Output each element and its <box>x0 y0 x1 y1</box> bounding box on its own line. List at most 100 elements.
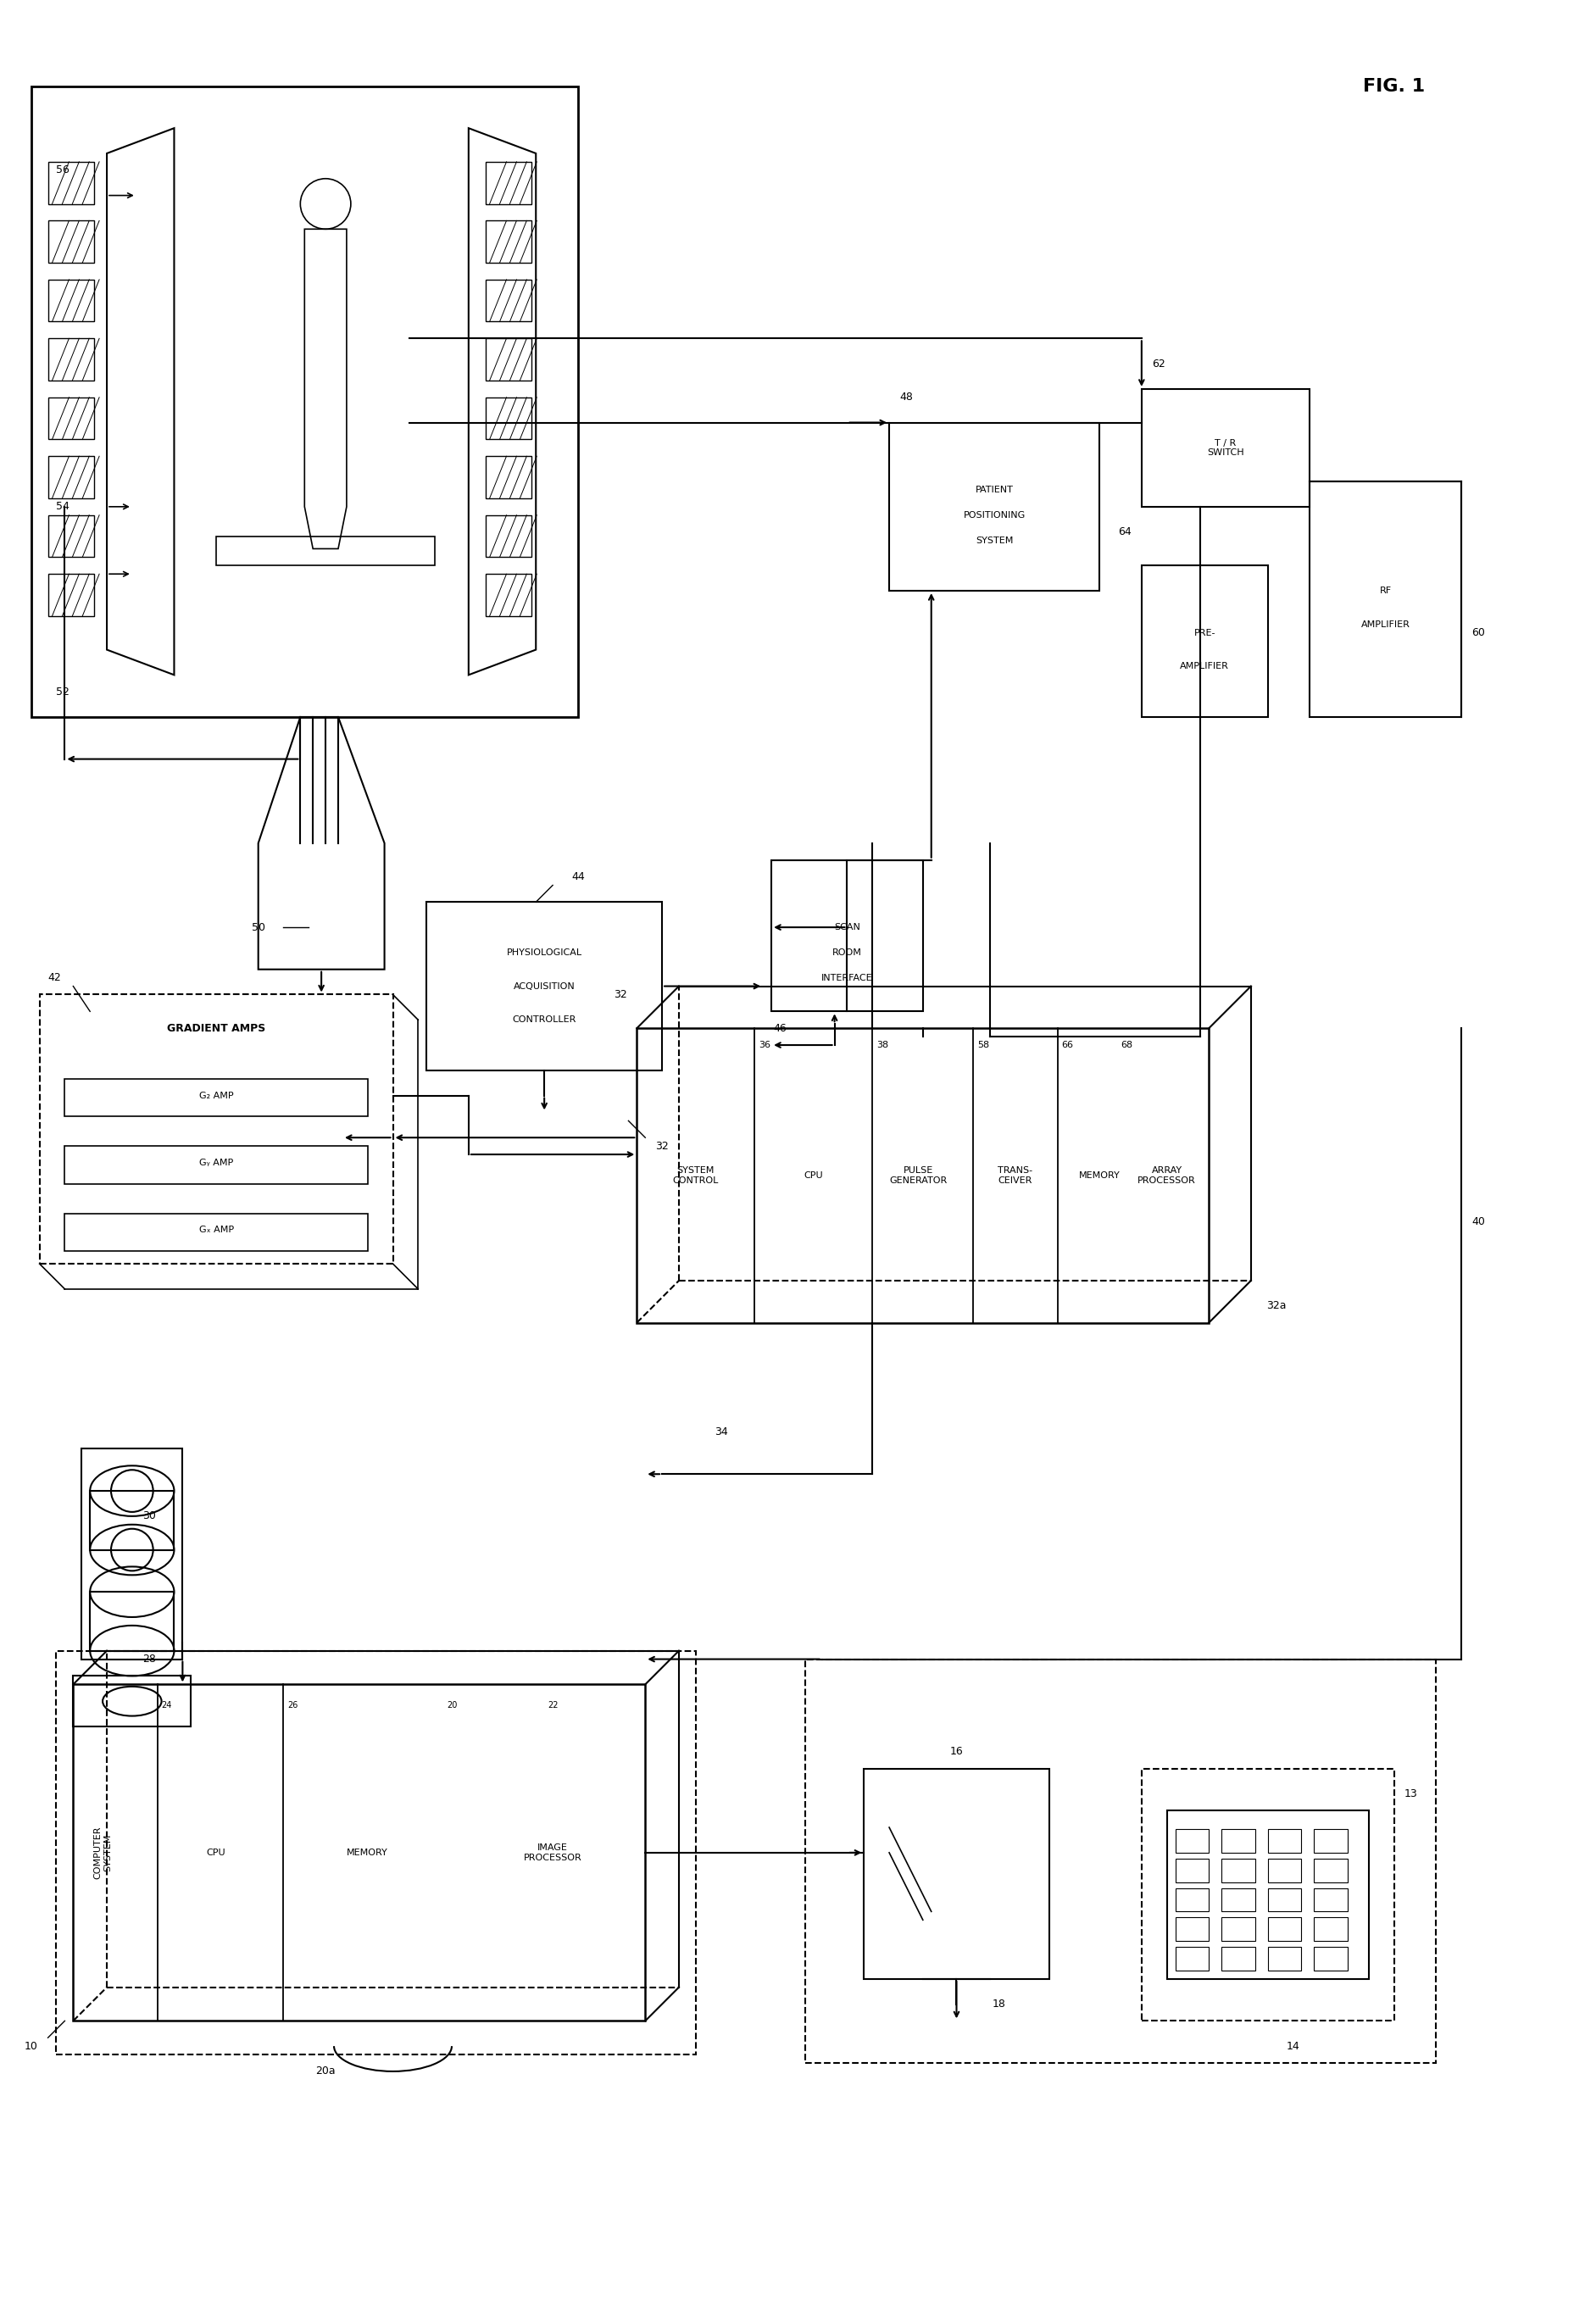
Bar <box>47 221 94 263</box>
Bar <box>771 860 922 1011</box>
Text: 13: 13 <box>1404 1787 1417 1799</box>
Bar <box>804 1659 1435 2064</box>
Bar <box>47 456 94 497</box>
Text: 54: 54 <box>57 502 69 511</box>
Text: INTERFACE: INTERFACE <box>822 974 872 983</box>
Bar <box>1174 1859 1209 1882</box>
Text: IMAGE
PROCESSOR: IMAGE PROCESSOR <box>523 1843 581 1862</box>
Text: 20a: 20a <box>315 2066 335 2078</box>
Text: PRE-: PRE- <box>1193 627 1215 637</box>
Text: 32: 32 <box>655 1141 669 1150</box>
Bar <box>1310 481 1461 718</box>
Bar <box>72 1685 645 2022</box>
Text: 26: 26 <box>288 1701 297 1710</box>
Text: 68: 68 <box>1121 1041 1132 1050</box>
Text: 40: 40 <box>1470 1215 1484 1227</box>
Bar <box>90 1592 175 1650</box>
Bar <box>485 339 532 381</box>
Bar <box>47 397 94 439</box>
Bar <box>47 516 94 558</box>
Bar <box>1174 1948 1209 1971</box>
Bar <box>72 1676 190 1727</box>
Bar <box>1221 1948 1254 1971</box>
Bar <box>65 1213 367 1250</box>
Bar <box>39 995 392 1264</box>
Text: PHYSIOLOGICAL: PHYSIOLOGICAL <box>507 948 582 957</box>
Bar <box>485 456 532 497</box>
Bar <box>1267 1859 1300 1882</box>
Text: AMPLIFIER: AMPLIFIER <box>1179 662 1229 672</box>
Bar <box>1267 1917 1300 1941</box>
Text: AMPLIFIER: AMPLIFIER <box>1360 621 1409 630</box>
Text: CPU: CPU <box>803 1171 823 1181</box>
Bar <box>57 1650 696 2054</box>
Bar <box>485 221 532 263</box>
Bar <box>1141 388 1310 507</box>
Bar <box>47 279 94 321</box>
Text: 32: 32 <box>612 990 626 999</box>
Bar <box>47 574 94 616</box>
Bar <box>1267 1948 1300 1971</box>
Text: 14: 14 <box>1286 2040 1299 2052</box>
Bar <box>65 1078 367 1116</box>
Text: 36: 36 <box>759 1041 770 1050</box>
Text: 66: 66 <box>1061 1041 1073 1050</box>
Bar <box>1313 1859 1347 1882</box>
Text: Gₓ AMP: Gₓ AMP <box>198 1225 233 1234</box>
Text: 42: 42 <box>47 971 61 983</box>
Bar <box>1141 565 1267 718</box>
Bar <box>1221 1887 1254 1913</box>
Text: 64: 64 <box>1118 528 1130 537</box>
Bar <box>1313 1887 1347 1913</box>
Text: RF: RF <box>1379 586 1391 595</box>
Text: T / R
SWITCH: T / R SWITCH <box>1207 439 1243 458</box>
Bar <box>47 163 94 205</box>
Text: SYSTEM
CONTROL: SYSTEM CONTROL <box>672 1167 718 1185</box>
Text: 46: 46 <box>773 1023 785 1034</box>
Bar <box>427 902 661 1071</box>
Bar <box>1174 1887 1209 1913</box>
Text: 10: 10 <box>24 2040 38 2052</box>
Text: MEMORY: MEMORY <box>1078 1171 1119 1181</box>
Bar <box>1174 1829 1209 1852</box>
Text: 16: 16 <box>949 1745 963 1757</box>
Bar <box>216 537 434 565</box>
Bar <box>1141 1769 1393 2022</box>
Bar <box>485 397 532 439</box>
Bar <box>1221 1859 1254 1882</box>
Bar <box>485 163 532 205</box>
Text: ROOM: ROOM <box>833 948 861 957</box>
Text: SYSTEM: SYSTEM <box>974 537 1012 544</box>
Bar <box>485 574 532 616</box>
Text: FIG. 1: FIG. 1 <box>1362 77 1424 95</box>
Bar <box>1313 1917 1347 1941</box>
Text: 44: 44 <box>571 872 584 883</box>
Text: CPU: CPU <box>206 1848 225 1857</box>
Bar <box>1221 1829 1254 1852</box>
Bar <box>1267 1887 1300 1913</box>
Bar <box>636 1027 1209 1322</box>
Text: SCAN: SCAN <box>834 923 859 932</box>
Bar <box>485 279 532 321</box>
Text: 60: 60 <box>1470 627 1484 639</box>
Text: GRADIENT AMPS: GRADIENT AMPS <box>167 1023 266 1034</box>
Text: 18: 18 <box>992 1999 1004 2010</box>
Text: G₂ AMP: G₂ AMP <box>198 1092 233 1099</box>
Bar <box>1166 1810 1368 1978</box>
Bar <box>82 1448 183 1659</box>
Text: 62: 62 <box>1151 358 1165 370</box>
Bar <box>1221 1917 1254 1941</box>
Text: MEMORY: MEMORY <box>346 1848 389 1857</box>
Text: PULSE
GENERATOR: PULSE GENERATOR <box>889 1167 948 1185</box>
Bar <box>65 1146 367 1183</box>
Text: 48: 48 <box>899 393 913 402</box>
Text: 20: 20 <box>447 1701 456 1710</box>
Text: 50: 50 <box>252 923 264 932</box>
Text: 30: 30 <box>142 1511 156 1522</box>
Text: POSITIONING: POSITIONING <box>963 511 1025 518</box>
Bar <box>485 516 532 558</box>
Text: 38: 38 <box>877 1041 888 1050</box>
Text: COMPUTER
SYSTEM: COMPUTER SYSTEM <box>93 1827 112 1880</box>
Text: 58: 58 <box>977 1041 988 1050</box>
Text: 28: 28 <box>142 1655 156 1664</box>
